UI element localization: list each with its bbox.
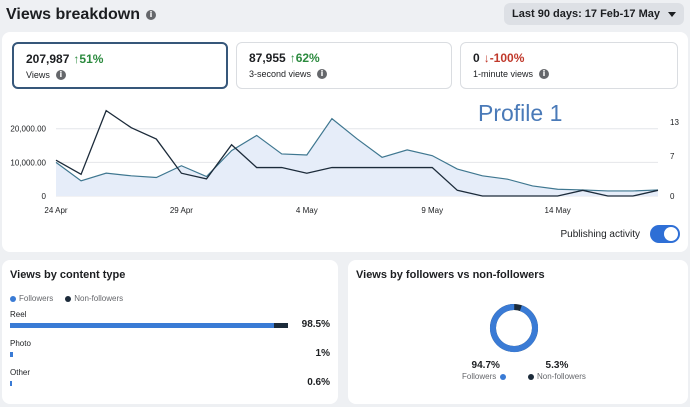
y-right-tick-label: 7 [670,152,675,161]
content-type-name: Photo [10,339,31,348]
views-series-line [55,117,659,192]
y-left-tick-label: 10,000.00 [10,158,46,167]
publishing-activity-line [55,109,659,197]
metric-views[interactable]: 207,987 ↑51% Views i [12,42,228,89]
y-right-tick-label: 0 [670,192,675,201]
y-left-tick-label: 0 [42,192,47,201]
content-type-name: Reel [10,310,27,319]
y-left-tick-label: 20,000.00 [10,125,46,134]
metric-change: ↑51% [73,52,104,66]
x-tick-label: 29 Apr [170,206,193,215]
card-title: Views by followers vs non-followers [356,269,545,281]
metric-label: 3-second views [249,69,312,79]
content-type-pct: 0.6% [307,377,330,388]
info-icon[interactable]: i [145,10,156,20]
y-right-tick-label: 13 [670,118,679,127]
content-type-bar [10,323,292,328]
metric-change: ↓-100% [483,51,525,65]
content-type-row: Photo 1% [10,339,332,365]
x-tick-label: 24 Apr [44,206,67,215]
x-tick-label: 9 May [421,206,443,215]
legend: Followers Non-followers [10,294,123,303]
caret-down-icon [668,11,676,17]
publishing-activity-row: Publishing activity [561,225,680,243]
publishing-activity-toggle[interactable] [650,225,680,243]
content-type-pct: 1% [315,348,330,359]
followers-stat: 94.7% Followers [462,360,509,381]
profile-watermark: Profile 1 [478,100,563,126]
toggle-label: Publishing activity [560,228,640,240]
toggle-knob [664,227,678,241]
content-type-name: Other [10,368,31,377]
metric-value: 87,955 [249,51,286,65]
non-followers-legend: Non-followers [528,372,586,381]
views-area [56,118,658,196]
metric-1min-views[interactable]: 0 ↓-100% 1-minute views i [460,42,678,89]
views-breakdown-card: 207,987 ↑51% Views i 87,955 ↑62% 3-secon… [2,32,688,252]
content-type-bar [10,381,292,386]
metric-label: 1-minute views [473,69,534,79]
followers-pct: 94.7% [471,360,500,371]
non-followers-bar-segment [273,323,288,328]
metric-change: ↑62% [289,51,320,65]
card-title: Views by content type [10,269,126,281]
page-title-text: Views breakdown [6,6,140,23]
followers-card: Views by followers vs non-followers 94.7… [348,260,688,404]
info-icon[interactable]: i [55,70,66,80]
x-tick-label: 4 May [296,206,318,215]
legend-followers: Followers [10,294,53,303]
followers-bar-segment [10,381,12,386]
content-type-row: Other 0.6% [10,368,332,394]
metric-value: 0 [473,51,480,65]
views-line-chart: 0 10,000.00 20,000.00 0 7 13 24 Apr 29 Apr 4 May… [10,109,679,215]
followers-slice [490,304,538,352]
metric-value: 207,987 [26,52,70,66]
followers-donut-chart [490,304,538,352]
content-type-pct: 98.5% [301,319,330,330]
x-tick-label: 14 May [545,206,571,215]
page-title: Views breakdown i [6,6,156,24]
metric-label: Views [26,70,50,80]
date-range-label: Last 90 days: 17 Feb-17 May [512,8,660,20]
date-range-dropdown[interactable]: Last 90 days: 17 Feb-17 May [504,3,684,25]
header: Views breakdown i Last 90 days: 17 Feb-1… [0,0,690,30]
info-icon[interactable]: i [317,69,328,79]
followers-bar-segment [10,352,13,357]
followers-bar-segment [10,323,274,328]
legend-non-followers: Non-followers [65,294,123,303]
non-followers-pct: 5.3% [545,360,569,371]
metric-3s-views[interactable]: 87,955 ↑62% 3-second views i [236,42,452,89]
content-type-row: Reel 98.5% [10,310,332,336]
content-type-card: Views by content type Followers Non-foll… [2,260,338,404]
info-icon[interactable]: i [539,69,550,79]
followers-legend: Followers [462,372,509,381]
non-followers-stat: 5.3% Non-followers [528,360,586,381]
content-type-bar [10,352,292,357]
